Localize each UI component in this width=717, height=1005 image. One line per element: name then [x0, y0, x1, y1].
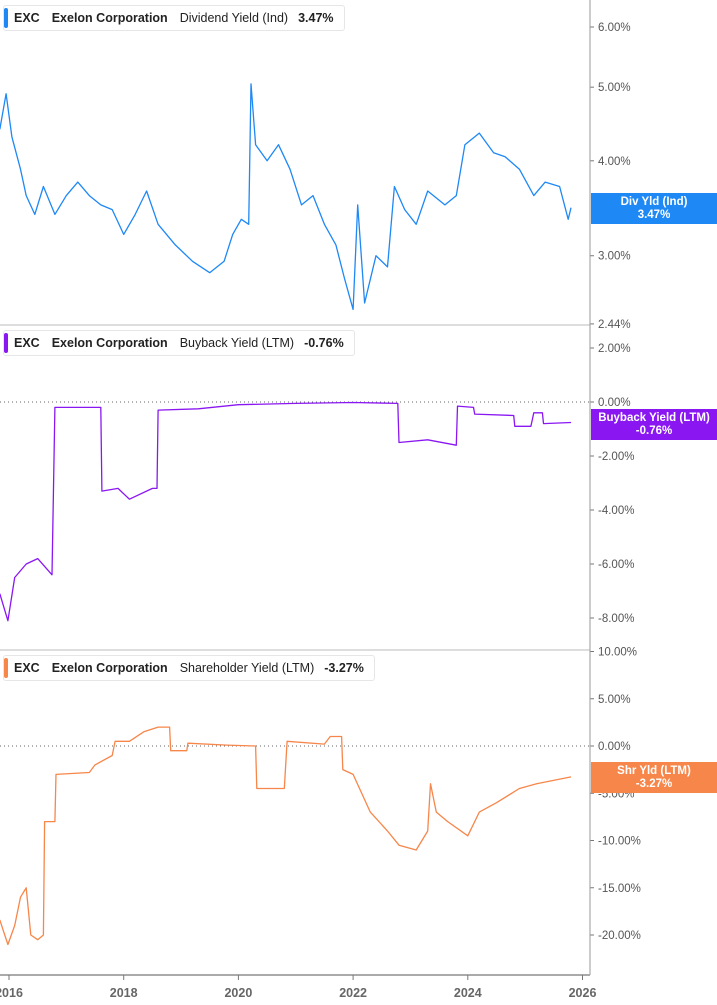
tag-name: Buyback Yield (LTM)	[598, 411, 710, 424]
y-tick-label: 3.00%	[598, 251, 631, 263]
legend-metric: Buyback Yield (LTM)	[179, 336, 295, 350]
x-tick-label: 2020	[224, 986, 252, 1000]
legend-ticker: EXC	[14, 336, 40, 350]
tag-value: -0.76%	[635, 424, 673, 437]
y-tick-label: -2.00%	[598, 451, 634, 463]
y-tick-label: -20.00%	[598, 930, 641, 942]
last-value-tag-buyback: Buyback Yield (LTM) -0.76%	[591, 409, 717, 440]
legend-color-bar	[4, 333, 8, 353]
legend-ticker: EXC	[14, 661, 40, 675]
y-tick-label: 2.44%	[598, 319, 631, 331]
tag-value: -3.27%	[635, 777, 673, 790]
y-tick-label: 10.00%	[598, 647, 637, 659]
tag-value: 3.47%	[637, 208, 671, 221]
y-tick-label: 4.00%	[598, 156, 631, 168]
x-tick-label: 2024	[454, 986, 482, 1000]
last-value-tag-shareholder: Shr Yld (LTM) -3.27%	[591, 762, 717, 793]
legend-color-bar	[4, 8, 8, 28]
x-tick-label: 2016	[0, 986, 23, 1000]
tag-name: Div Yld (Ind)	[620, 195, 688, 208]
y-tick-label: 5.00%	[598, 694, 631, 706]
legend-company: Exelon Corporation	[51, 336, 168, 350]
y-tick-label: -8.00%	[598, 613, 634, 625]
y-tick-label: 6.00%	[598, 22, 631, 34]
x-tick-label: 2026	[569, 986, 597, 1000]
y-tick-label: -10.00%	[598, 836, 641, 848]
y-tick-label: -15.00%	[598, 883, 641, 895]
y-tick-label: 5.00%	[598, 82, 631, 94]
y-tick-label: -6.00%	[598, 559, 634, 571]
y-tick-label: 0.00%	[598, 397, 631, 409]
legend-shareholder-yield: EXC Exelon Corporation Shareholder Yield (…	[3, 655, 375, 681]
x-tick-label: 2018	[110, 986, 138, 1000]
y-tick-label: 0.00%	[598, 741, 631, 753]
legend-metric: Dividend Yield (Ind)	[179, 11, 289, 25]
series-line-0	[0, 83, 572, 311]
legend-value: 3.47%	[298, 11, 334, 25]
last-value-tag-dividend: Div Yld (Ind) 3.47%	[591, 193, 717, 224]
x-tick-label: 2022	[339, 986, 367, 1000]
legend-value: -0.76%	[304, 336, 344, 350]
tag-name: Shr Yld (LTM)	[617, 764, 691, 777]
legend-dividend-yield: EXC Exelon Corporation Dividend Yield (Ind…	[3, 5, 345, 31]
y-tick-label: -4.00%	[598, 505, 634, 517]
legend-ticker: EXC	[14, 11, 40, 25]
y-tick-label: 2.00%	[598, 343, 631, 355]
series-line-2	[0, 726, 572, 946]
legend-color-bar	[4, 658, 8, 678]
legend-company: Exelon Corporation	[51, 11, 168, 25]
legend-metric: Shareholder Yield (LTM)	[179, 661, 315, 675]
legend-buyback-yield: EXC Exelon Corporation Buyback Yield (LTM)…	[3, 330, 355, 356]
series-line-1	[0, 401, 572, 622]
legend-value: -3.27%	[324, 661, 364, 675]
legend-company: Exelon Corporation	[51, 661, 168, 675]
